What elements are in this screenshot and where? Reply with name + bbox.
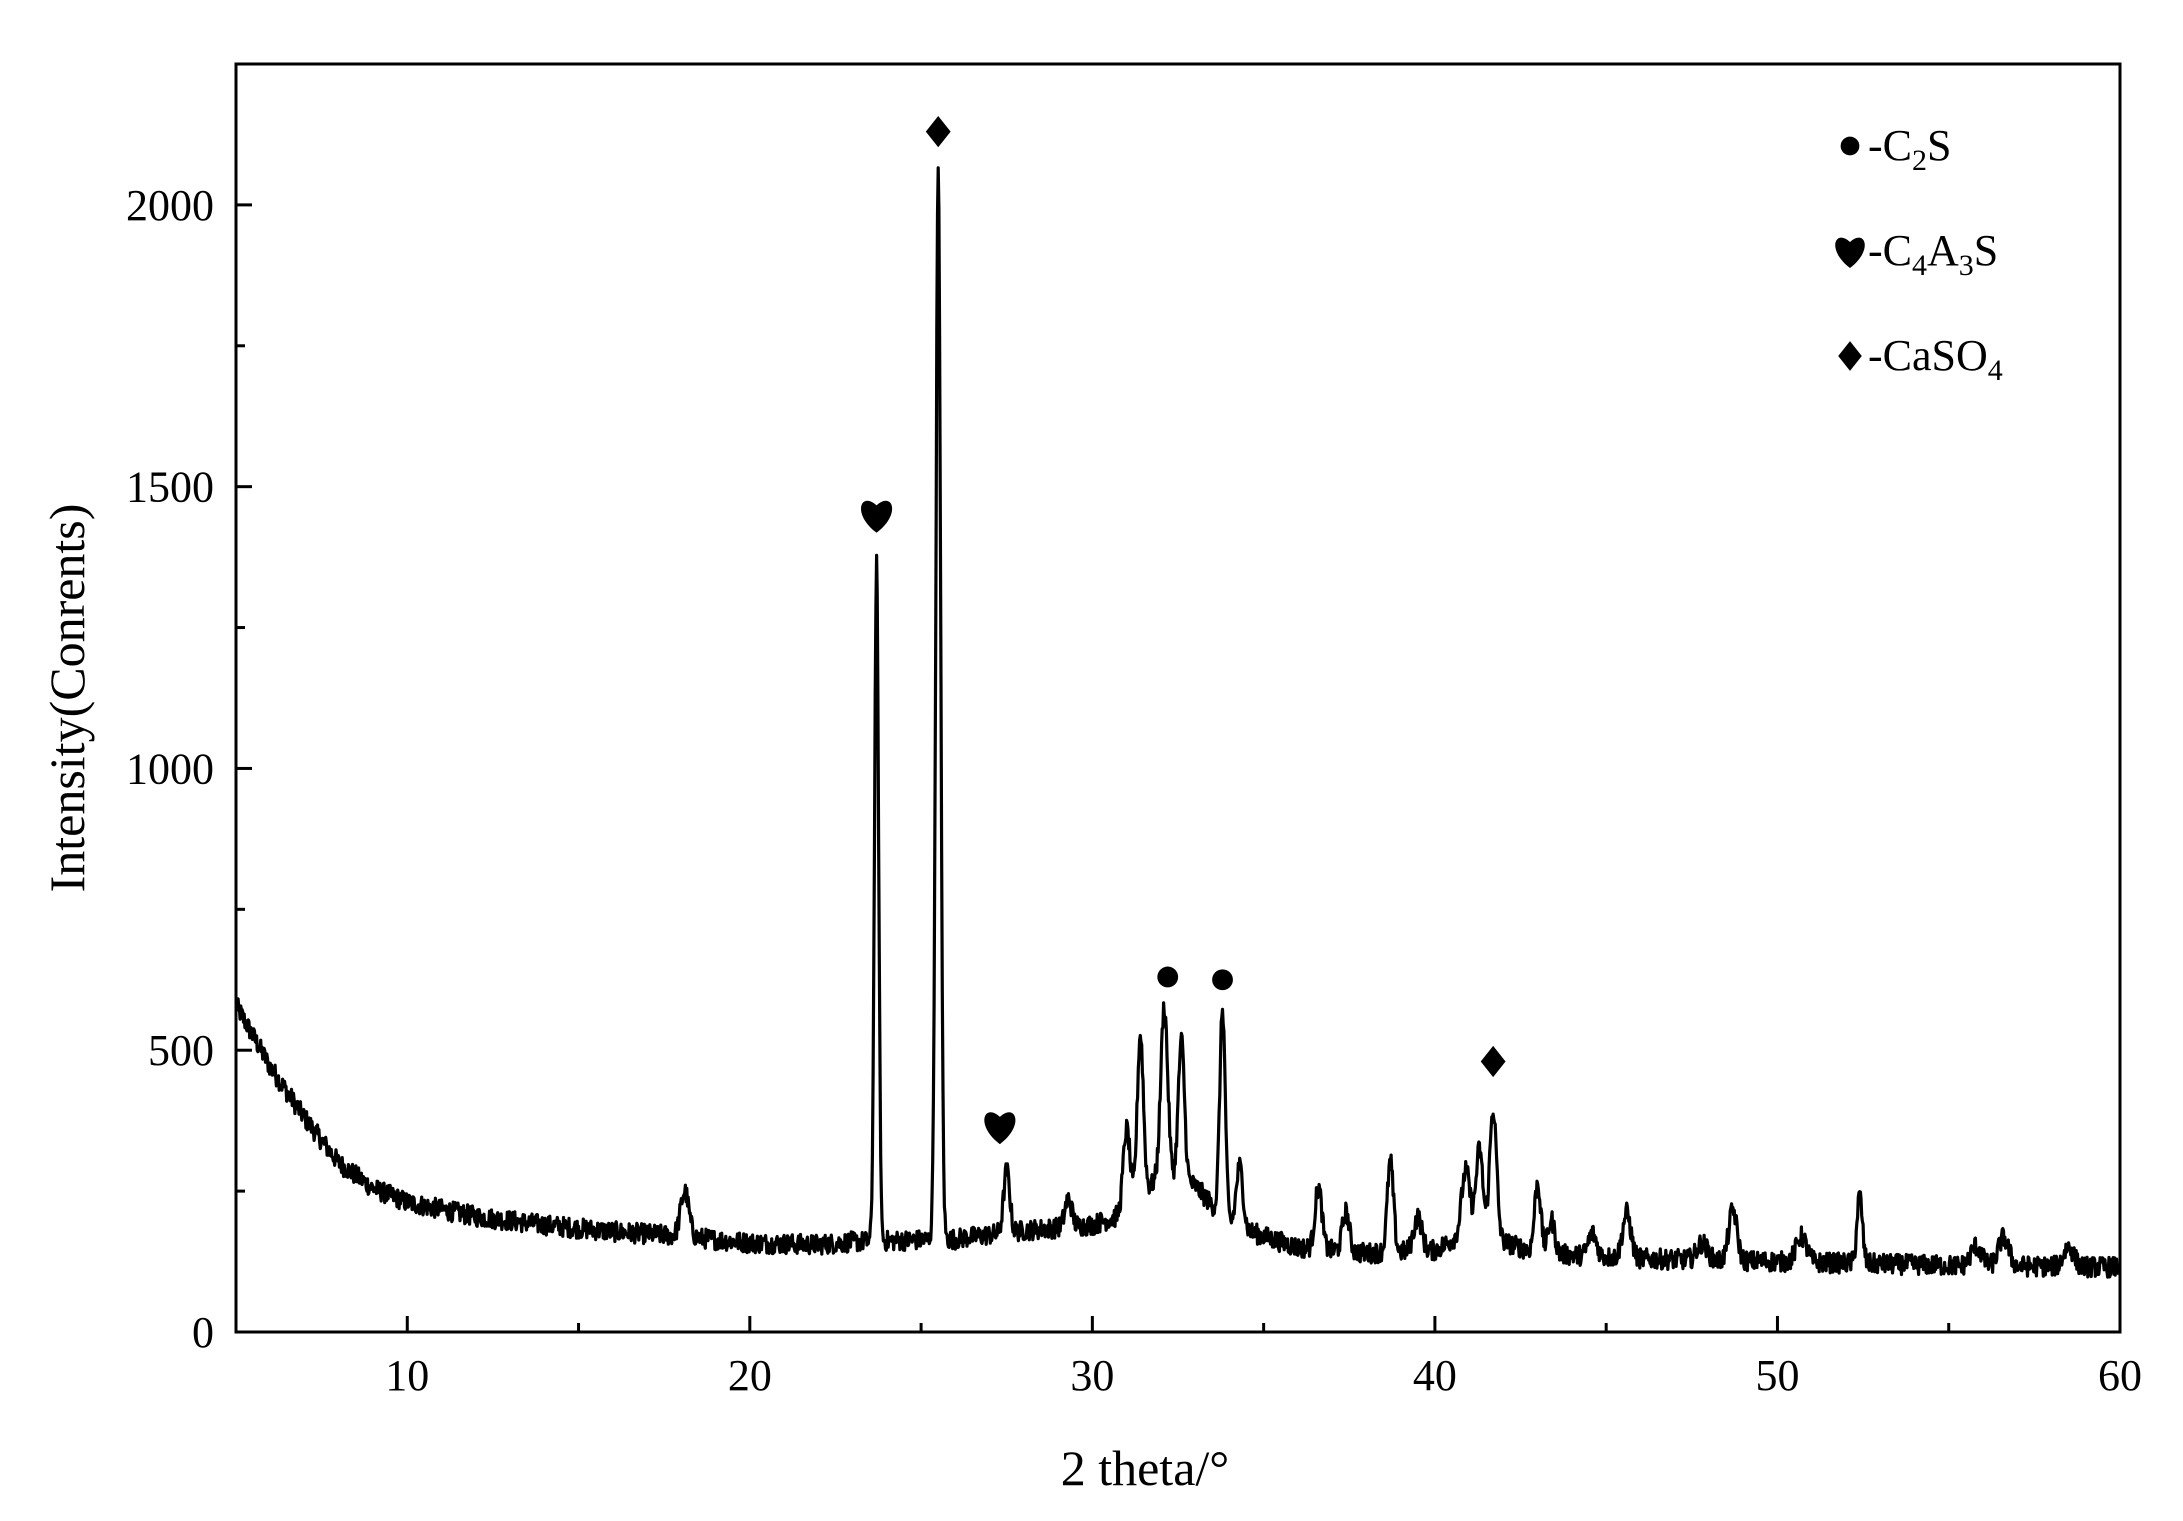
legend-label: -C4A3S: [1868, 226, 1998, 282]
x-tick-label: 50: [1755, 1351, 1799, 1400]
x-tick-label: 40: [1413, 1351, 1457, 1400]
xrd-pattern-line: [234, 166, 2121, 1279]
y-tick-label: 0: [192, 1308, 214, 1357]
circle-peak-marker-icon: [1157, 966, 1179, 988]
x-axis-title: 2 theta/°: [1061, 1440, 1230, 1496]
circle-legend-icon: [1840, 136, 1860, 156]
plot-frame: [234, 62, 2122, 1334]
legend-label: -CaSO4: [1868, 331, 2003, 387]
peak-markers: [861, 116, 1506, 1145]
y-tick-label: 1500: [126, 463, 214, 512]
y-tick-label: 500: [148, 1026, 214, 1075]
x-axis-ticks: 10 20 30 40 50 60: [385, 1316, 2142, 1400]
legend: -C2S -C4A3S -CaSO4: [1835, 121, 2003, 387]
heart-peak-marker-icon: [984, 1112, 1016, 1145]
circle-peak-marker-icon: [1212, 969, 1233, 991]
diamond-peak-marker-icon: [1480, 1045, 1506, 1078]
y-tick-label: 2000: [126, 181, 214, 230]
heart-peak-marker-icon: [861, 500, 893, 533]
series-trace-group: [234, 166, 2121, 1279]
diamond-peak-marker-icon: [925, 116, 951, 148]
y-axis-title: Intensity(Conrents): [39, 504, 95, 893]
heart-legend-icon: [1835, 237, 1865, 268]
y-axis-ticks: 0 500 1000 1500 2000: [126, 181, 252, 1357]
x-tick-label: 30: [1070, 1351, 1114, 1400]
x-tick-label: 60: [2098, 1351, 2142, 1400]
x-tick-label: 20: [728, 1351, 772, 1400]
y-tick-label: 1000: [126, 744, 214, 793]
legend-label: -C2S: [1868, 121, 1951, 177]
x-tick-label: 10: [385, 1351, 429, 1400]
plot-border: [234, 62, 2122, 1334]
diamond-legend-icon: [1838, 341, 1862, 371]
